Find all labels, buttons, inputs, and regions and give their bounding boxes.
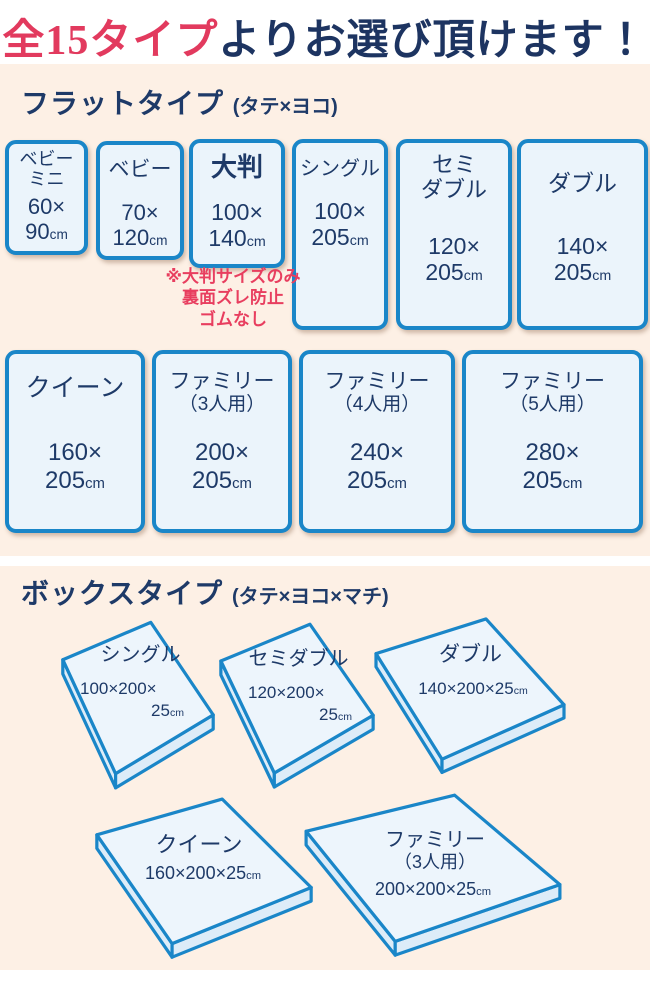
card-dimensions: 100× 140cm [208, 199, 266, 252]
flat-card-family4: ファミリー （4人用） 240× 205cm [299, 350, 455, 533]
card-dimensions: 240× 205cm [347, 439, 407, 494]
box-card-name: セミダブル [248, 648, 349, 670]
mattress-3d-shape [370, 614, 570, 779]
title-highlight: 全15タイプ [2, 18, 219, 64]
box-card-dimensions: 160×200×25cm [145, 863, 261, 883]
mattress-3d-shape [90, 794, 318, 964]
mattress-3d-shape [58, 617, 218, 795]
card-name: ベビー ミニ [19, 149, 74, 190]
box-card-dimensions: 140×200×25cm [418, 679, 528, 698]
box-heading-suffix: (タテ×ヨコ×マチ) [231, 586, 389, 608]
card-name: セミ ダブル [420, 152, 487, 202]
box-card-name: クイーン [155, 832, 243, 857]
box-card-name: シングル [100, 644, 181, 666]
box-card-semidouble [216, 619, 378, 794]
flat-card-single: シングル 100× 205cm [292, 139, 388, 330]
card-dimensions: 160× 205cm [45, 439, 105, 494]
flat-card-semidouble: セミ ダブル 120× 205cm [396, 139, 512, 330]
card-dimensions: 60× 90cm [25, 194, 68, 245]
card-name: クイーン [25, 374, 125, 402]
box-card-single [58, 617, 218, 795]
flat-heading-suffix: (タテ×ヨコ) [232, 96, 338, 118]
mattress-3d-shape [298, 790, 568, 962]
card-name: ファミリー （3人用） [169, 370, 275, 415]
card-dimensions: 70× 120cm [112, 200, 168, 251]
box-section-heading: ボックスタイプ (タテ×ヨコ×マチ) [21, 578, 389, 609]
card-name: 大判 [210, 152, 263, 182]
box-card-double [370, 614, 570, 779]
card-dimensions: 280× 205cm [522, 439, 583, 494]
card-name: ファミリー （5人用） [500, 370, 605, 415]
card-dimensions: 120× 205cm [425, 233, 483, 286]
box-card-dimensions: 100×200× 25cm [80, 679, 184, 721]
card-name: シングル [300, 158, 380, 180]
flat-card-family5: ファミリー （5人用） 280× 205cm [462, 350, 643, 533]
box-card-family3 [298, 790, 568, 962]
page-title: 全15タイプよりお選び頂けます！ [0, 6, 650, 67]
box-card-dimensions: 120×200× 25cm [248, 683, 352, 725]
flat-card-baby-mini: ベビー ミニ 60× 90cm [5, 140, 88, 255]
box-card-name: ファミリー （3人用） [385, 829, 485, 872]
flat-card-oban: 大判 100× 140cm [189, 139, 285, 268]
box-card-name: ダブル [439, 643, 502, 666]
flat-section-heading: フラットタイプ (タテ×ヨコ) [21, 88, 338, 119]
flat-card-queen: クイーン 160× 205cm [5, 350, 145, 533]
card-dimensions: 200× 205cm [192, 439, 252, 494]
mattress-3d-shape [216, 619, 378, 794]
oban-note: ※大判サイズのみ 裏面ズレ防止 ゴムなし [165, 267, 301, 329]
box-card-dimensions: 200×200×25cm [375, 879, 491, 899]
card-name: ダブル [548, 170, 617, 196]
flat-card-double: ダブル 140× 205cm [517, 139, 648, 330]
card-name: ベビー [108, 158, 172, 181]
card-dimensions: 140× 205cm [553, 233, 612, 286]
box-card-queen [90, 794, 318, 964]
flat-card-family3: ファミリー （3人用） 200× 205cm [152, 350, 292, 533]
card-dimensions: 100× 205cm [311, 198, 369, 251]
title-rest: よりお選び頂けます！ [218, 18, 648, 64]
card-name: ファミリー （4人用） [324, 370, 430, 415]
flat-card-baby: ベビー 70× 120cm [96, 141, 184, 260]
